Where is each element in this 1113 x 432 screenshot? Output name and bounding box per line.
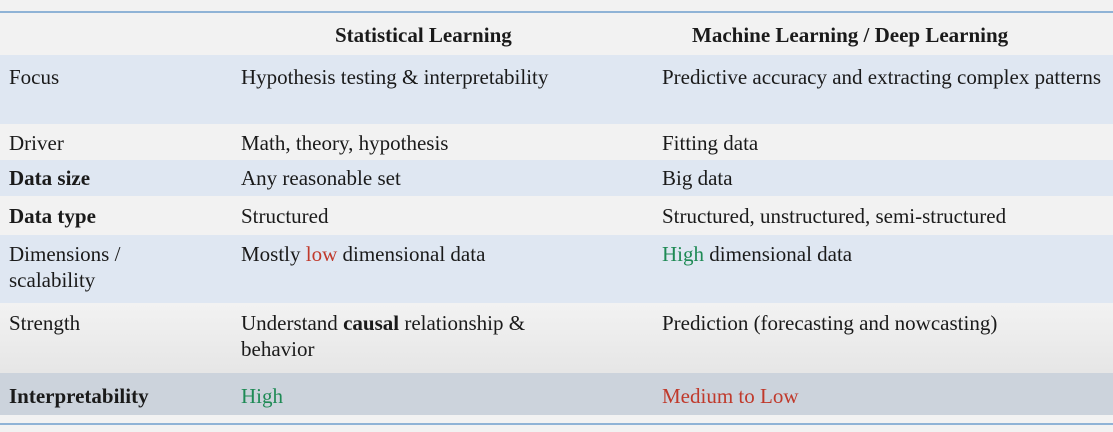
- stat-dimensions: Mostly low dimensional data: [241, 241, 641, 267]
- ml-focus: Predictive accuracy and extracting compl…: [662, 65, 1102, 89]
- stat-strength: Understand causal relationship & behavio…: [241, 310, 601, 362]
- stat-dimensions-post: dimensional data: [337, 242, 486, 266]
- table-row-focus: Focus Hypothesis testing & interpretabil…: [0, 55, 1113, 124]
- row-label-strength: Strength: [9, 311, 81, 335]
- stat-strength-post: relationship & behavior: [241, 311, 526, 361]
- stat-driver: Math, theory, hypothesis: [241, 131, 449, 155]
- table-row-interpretability: Interpretability High Medium to Low: [0, 373, 1113, 415]
- table-top-rule: [0, 11, 1113, 13]
- table-row-driver: Driver Math, theory, hypothesis Fitting …: [0, 124, 1113, 160]
- ml-driver: Fitting data: [662, 131, 759, 155]
- ml-data-size: Big data: [662, 166, 733, 190]
- row-label-dimensions: Dimensions / scalability: [9, 242, 121, 292]
- stat-interpretability: High: [241, 384, 283, 408]
- table-row-dimensions: Dimensions / scalability Mostly low dime…: [0, 235, 1113, 303]
- ml-dimensions-high: High: [662, 242, 704, 266]
- table-bottom-rule: [0, 423, 1113, 425]
- stat-strength-causal: causal: [343, 311, 400, 335]
- ml-dimensions: High dimensional data: [662, 241, 1107, 267]
- header-statistical-learning: Statistical Learning: [335, 23, 512, 47]
- table-row-strength: Strength Understand causal relationship …: [0, 303, 1113, 373]
- stat-dimensions-pre: Mostly: [241, 242, 306, 266]
- stat-strength-pre: Understand: [241, 311, 344, 335]
- row-label-focus: Focus: [9, 65, 60, 89]
- table-row-data-size: Data size Any reasonable set Big data: [0, 160, 1113, 196]
- row-label-driver: Driver: [9, 131, 64, 155]
- comparison-table: Statistical Learning Machine Learning / …: [0, 13, 1113, 415]
- ml-data-type: Structured, unstructured, semi-structure…: [662, 204, 1007, 228]
- table-header-row: Statistical Learning Machine Learning / …: [0, 13, 1113, 55]
- ml-strength: Prediction (forecasting and nowcasting): [662, 311, 998, 335]
- table-row-data-type: Data type Structured Structured, unstruc…: [0, 196, 1113, 235]
- row-label-data-size: Data size: [9, 166, 91, 190]
- header-machine-learning: Machine Learning / Deep Learning: [692, 23, 1009, 47]
- stat-focus: Hypothesis testing & interpretability: [241, 65, 549, 89]
- stat-data-size: Any reasonable set: [241, 166, 401, 190]
- stat-data-type: Structured: [241, 204, 329, 228]
- stat-dimensions-low: low: [305, 242, 338, 266]
- row-label-interpretability: Interpretability: [9, 384, 149, 408]
- row-label-data-type: Data type: [9, 204, 96, 228]
- ml-dimensions-post: dimensional data: [704, 242, 853, 266]
- ml-interpretability: Medium to Low: [662, 384, 799, 408]
